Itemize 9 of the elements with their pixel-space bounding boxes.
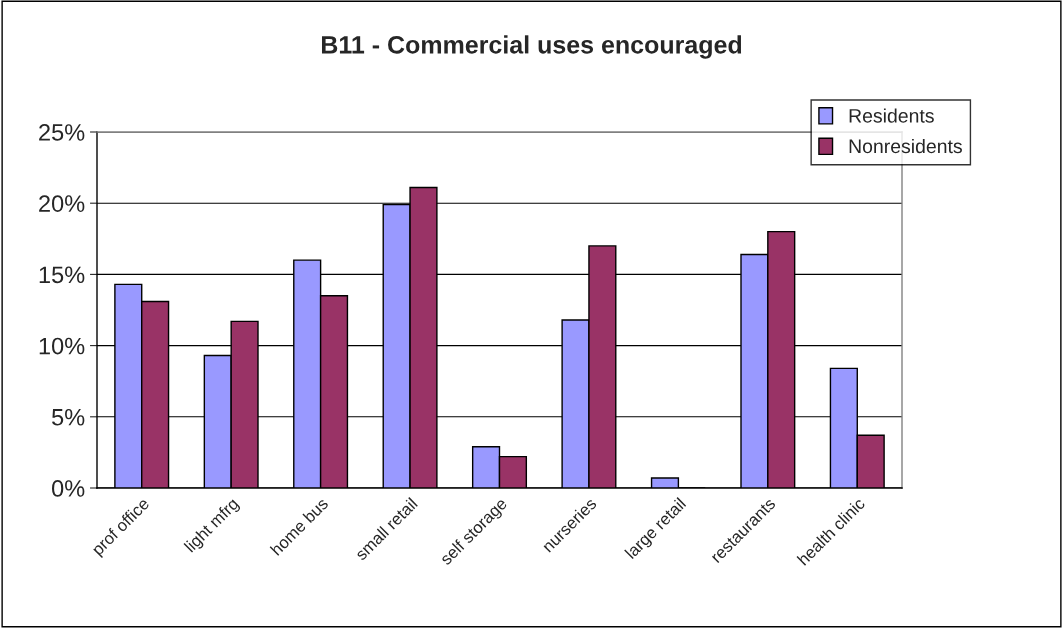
y-tick-label: 20% bbox=[39, 195, 85, 212]
y-tick-label: 5% bbox=[52, 408, 85, 426]
y-tick-label: 10% bbox=[39, 337, 85, 355]
legend-label: Nonresidents bbox=[849, 138, 962, 154]
y-tick-label: 25% bbox=[39, 124, 85, 141]
y-tick-label: 15% bbox=[39, 266, 85, 284]
y-tick-label: 0% bbox=[51, 480, 85, 497]
legend-label: Residents bbox=[849, 108, 934, 123]
chart-title: B11 - Commercial uses encouraged bbox=[321, 35, 742, 59]
